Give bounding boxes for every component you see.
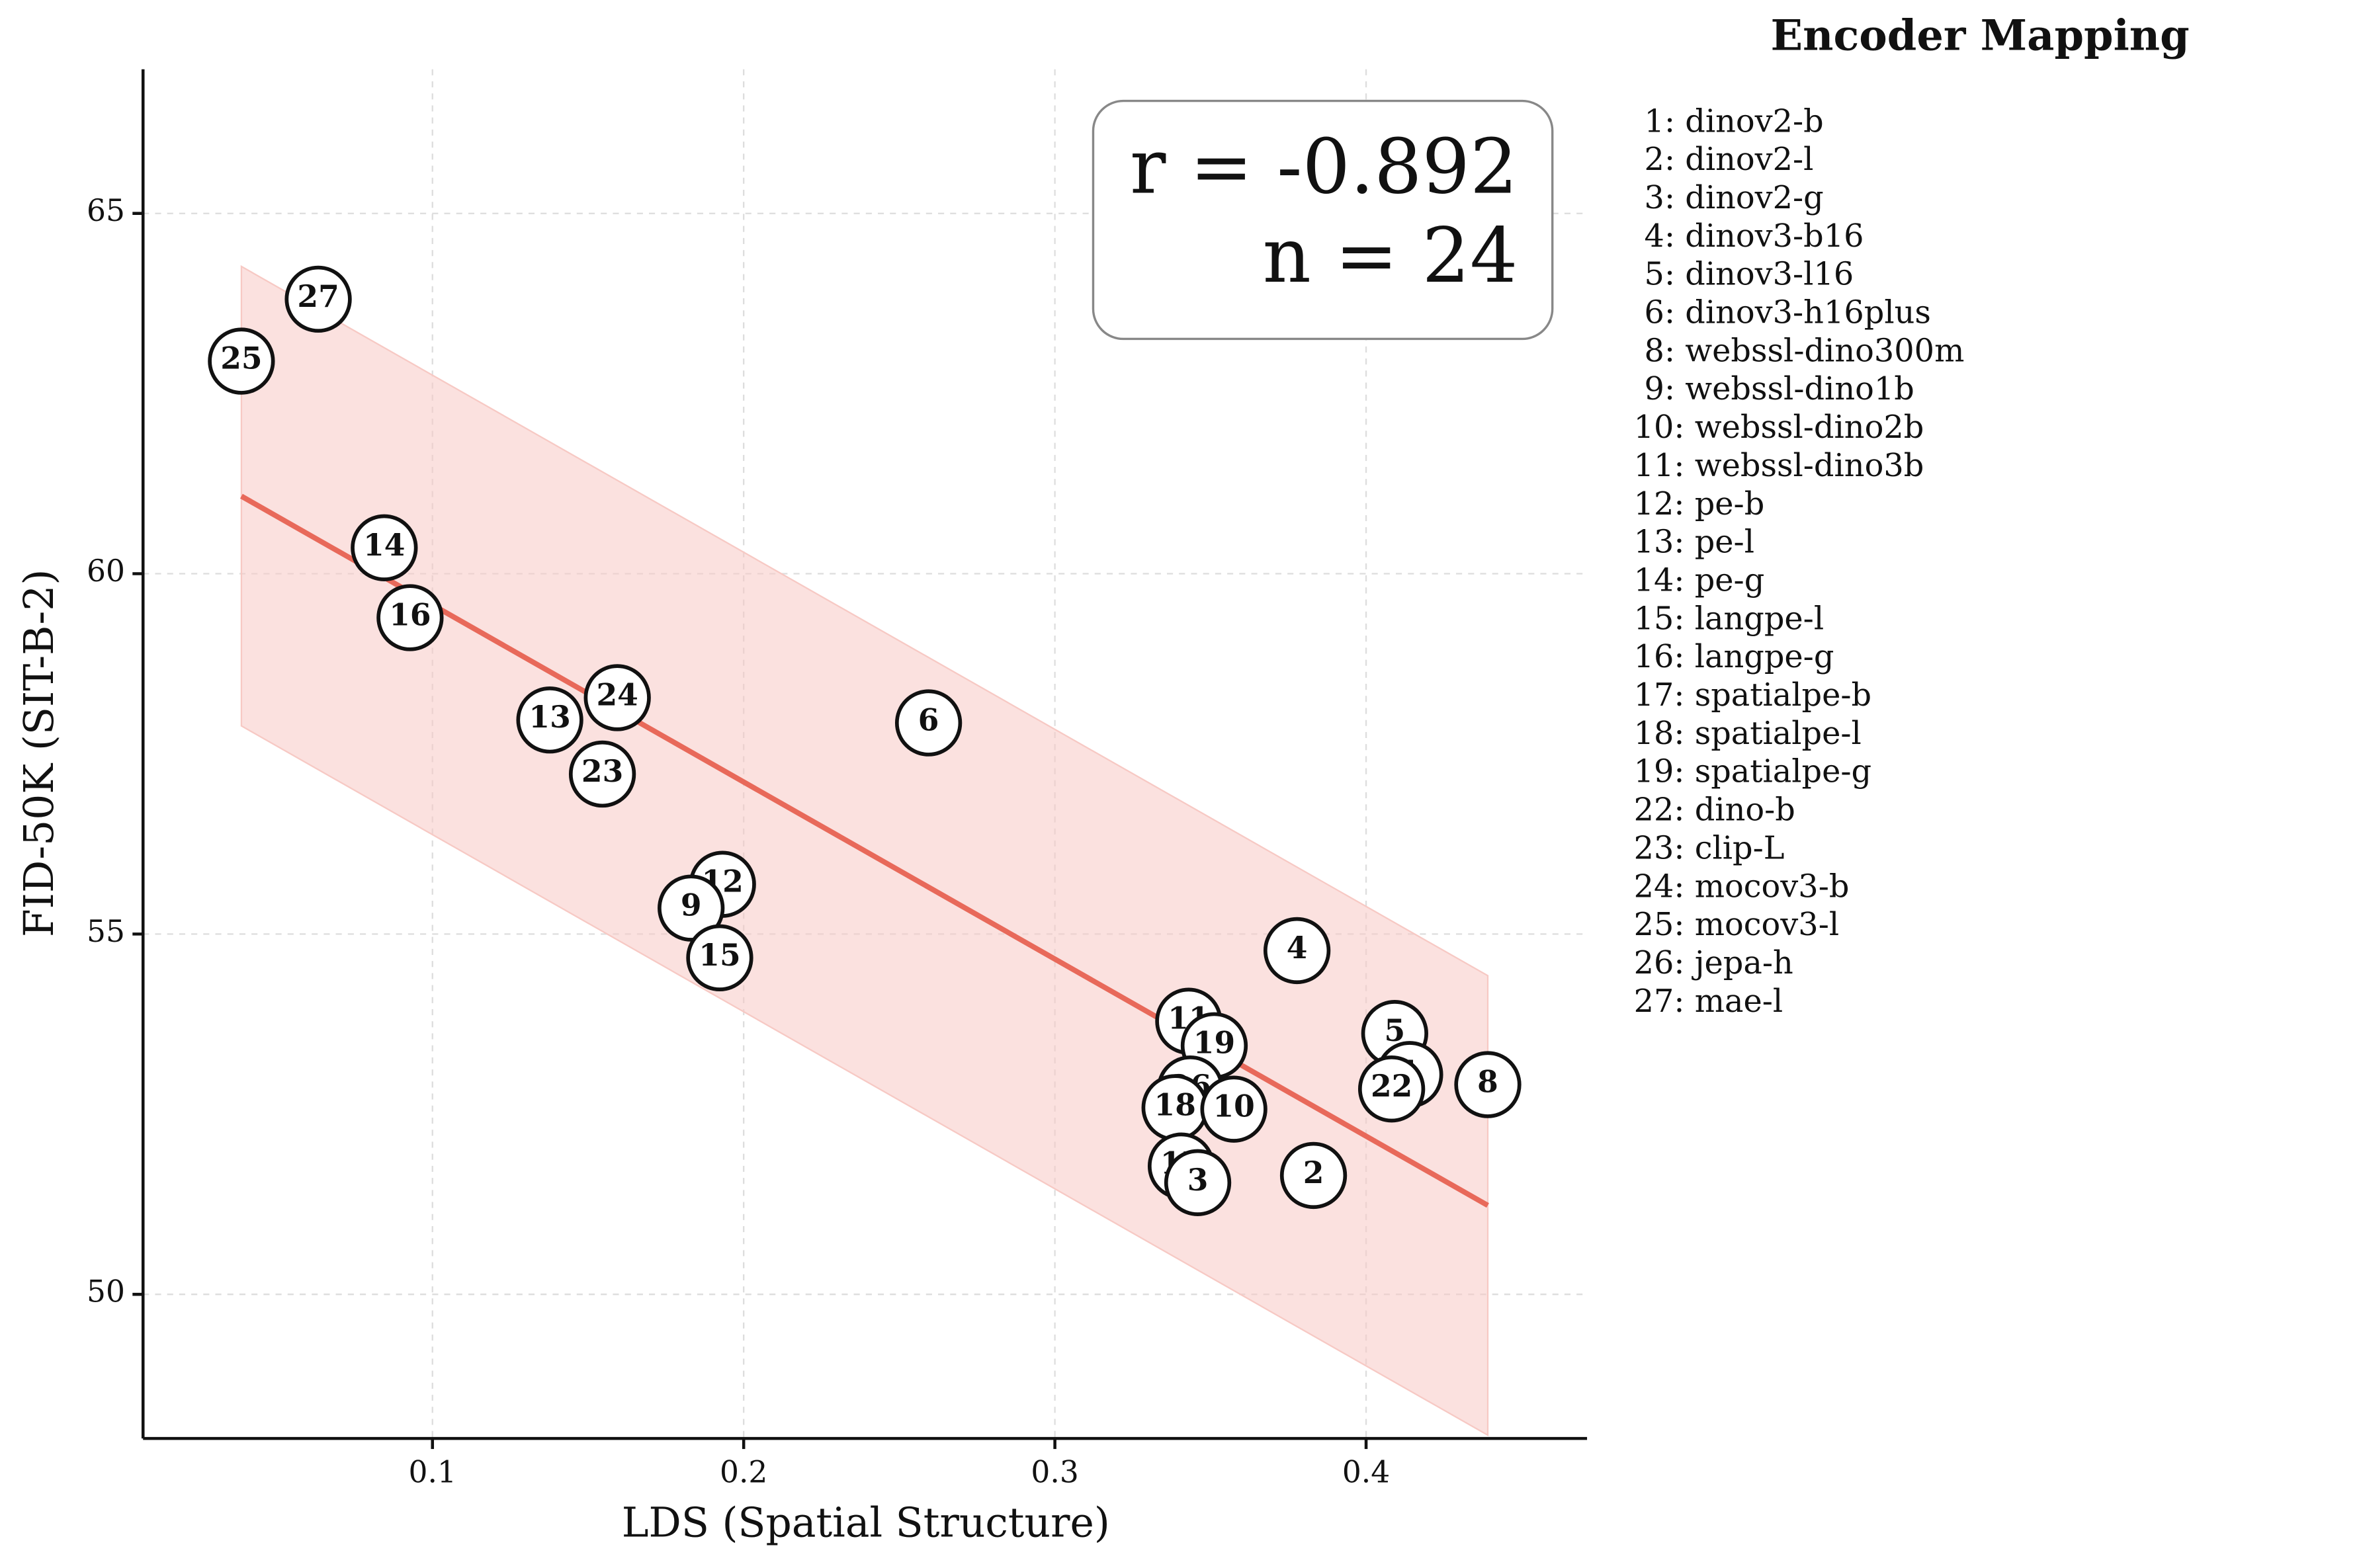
point-label: 2 (1303, 1155, 1324, 1190)
x-tick-label: 0.2 (720, 1454, 767, 1489)
point (583, 664, 651, 731)
legend-title: Encoder Mapping (1771, 11, 2190, 61)
legend-entry: 12: pe-b (1634, 486, 1765, 522)
point (351, 514, 418, 581)
x-tick-label: 0.1 (409, 1454, 456, 1489)
point (686, 924, 753, 991)
point (1164, 1149, 1232, 1216)
y-tick-label: 55 (87, 914, 125, 949)
legend-entry: 5: dinov3-l16 (1645, 257, 1854, 293)
point-label: 8 (1477, 1064, 1498, 1100)
point-label: 19 (1193, 1025, 1235, 1061)
y-tick-label: 65 (87, 193, 125, 228)
point-label: 22 (1371, 1068, 1412, 1104)
point (1454, 1051, 1522, 1118)
point (1357, 1055, 1426, 1123)
point (894, 689, 963, 757)
y-tick-label: 60 (87, 554, 125, 589)
point (376, 584, 444, 651)
annotation: r = -0.892 (1130, 122, 1518, 210)
y-tick-label: 50 (87, 1274, 125, 1309)
point (1279, 1141, 1348, 1210)
point (568, 740, 636, 808)
legend-entry: 10: webssl-dino2b (1634, 409, 1924, 446)
legend-entry: 22: dino-b (1634, 792, 1795, 829)
point-label: 25 (220, 341, 262, 376)
legend-entry: 14: pe-g (1634, 562, 1765, 598)
legend-entry: 24: mocov3-b (1634, 868, 1850, 905)
legend-entry: 6: dinov3-h16plus (1645, 295, 1931, 331)
point-label: 3 (1187, 1162, 1209, 1198)
legend-entry: 27: mae-l (1634, 983, 1783, 1020)
legend-entry: 23: clip-L (1634, 830, 1785, 866)
point-label: 14 (363, 527, 405, 563)
point (208, 327, 275, 395)
point (284, 265, 352, 333)
legend-entry: 16: langpe-g (1634, 639, 1834, 675)
points: 2527141613242361291541119512282618101732 (208, 265, 1522, 1216)
legend-entry: 19: spatialpe-g (1634, 754, 1872, 790)
point-label: 16 (389, 597, 431, 632)
point (1200, 1075, 1267, 1143)
legend-entry: 18: spatialpe-l (1634, 716, 1862, 752)
point (658, 874, 725, 942)
legend-entry: 2: dinov2-l (1645, 142, 1814, 178)
fit-band (239, 265, 1489, 1437)
point-label: 18 (1154, 1087, 1196, 1122)
point-label: 10 (1213, 1089, 1254, 1124)
point-label: 27 (297, 278, 339, 314)
point (516, 686, 583, 754)
fit-line (239, 493, 1489, 1208)
x-tick-label: 0.4 (1342, 1454, 1390, 1489)
legend-entry: 8: webssl-dino300m (1645, 333, 1965, 369)
point-label: 23 (581, 753, 623, 789)
legend-entry: 1: dinov2-b (1645, 103, 1824, 140)
legend-entry: 25: mocov3-l (1634, 907, 1840, 943)
y-axis-label: FID-50K (SIT-B-2) (16, 569, 63, 937)
point-label: 15 (699, 937, 740, 973)
legend-entry: 3: dinov2-g (1645, 180, 1824, 216)
x-tick-label: 0.3 (1031, 1454, 1078, 1489)
point-label: 9 (681, 887, 702, 923)
annotation: n = 24 (1263, 212, 1518, 300)
legend-entry: 4: dinov3-b16 (1645, 218, 1864, 255)
legend-entry: 9: webssl-dino1b (1645, 371, 1914, 407)
legend-entry: 17: spatialpe-b (1634, 677, 1872, 714)
point-label: 24 (597, 677, 638, 712)
annotation-box (1092, 99, 1554, 341)
point-label: 4 (1287, 930, 1308, 966)
point-label: 13 (529, 699, 570, 735)
x-axis-label: LDS (Spatial Structure) (622, 1499, 1110, 1546)
legend-entry: 26: jepa-h (1634, 945, 1793, 981)
point (1263, 917, 1331, 985)
legend-entry: 15: langpe-l (1634, 600, 1824, 637)
point-label: 6 (918, 702, 939, 738)
legend-entry: 11: webssl-dino3b (1634, 448, 1924, 484)
legend-entry: 13: pe-l (1634, 524, 1754, 561)
